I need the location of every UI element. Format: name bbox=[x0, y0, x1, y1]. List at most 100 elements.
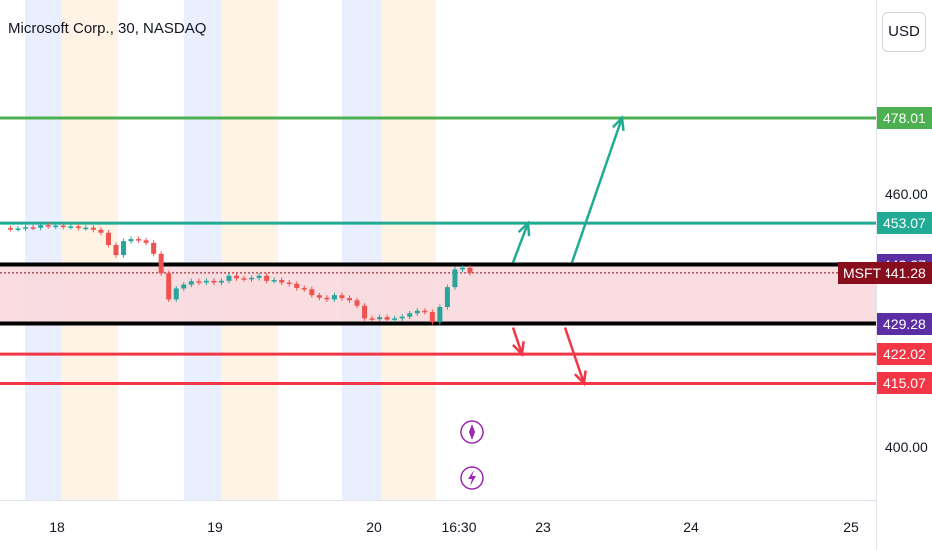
arrow-head bbox=[512, 341, 525, 357]
x-tick-label: 24 bbox=[683, 519, 699, 535]
candle-body bbox=[181, 284, 187, 289]
y-tick-label: 400.00 bbox=[885, 439, 928, 455]
diamond-icon bbox=[469, 424, 475, 440]
candle-body bbox=[30, 227, 36, 229]
x-tick-label: 25 bbox=[843, 519, 859, 535]
candle-body bbox=[279, 279, 285, 283]
candle-body bbox=[467, 267, 473, 273]
candle-body bbox=[414, 310, 420, 314]
candle-body bbox=[75, 226, 81, 229]
candle-body bbox=[196, 281, 202, 283]
candle-body bbox=[60, 225, 66, 228]
candle-body bbox=[218, 280, 224, 283]
session-band bbox=[342, 0, 382, 500]
candle-body bbox=[226, 275, 232, 281]
candle-body bbox=[53, 225, 59, 228]
candle-body bbox=[399, 316, 405, 319]
candle-body bbox=[437, 306, 443, 323]
time-axis-divider bbox=[0, 500, 877, 501]
candle-body bbox=[384, 317, 390, 320]
session-band bbox=[25, 0, 62, 500]
symbol-tag: MSFT bbox=[838, 261, 887, 284]
candle-body bbox=[444, 287, 450, 307]
currency-button[interactable]: USD bbox=[882, 12, 926, 52]
candle-body bbox=[309, 289, 315, 296]
session-band bbox=[62, 0, 118, 500]
candle-body bbox=[429, 312, 435, 323]
candle-body bbox=[271, 279, 277, 282]
x-tick-label: 23 bbox=[535, 519, 551, 535]
candle-body bbox=[301, 288, 307, 290]
candle-body bbox=[249, 277, 255, 280]
candle-body bbox=[143, 240, 149, 243]
candle-body bbox=[173, 288, 179, 300]
time-axis[interactable]: 18 19 20 16:30 23 24 25 bbox=[0, 500, 877, 550]
candle-body bbox=[392, 318, 398, 320]
candle-body bbox=[241, 278, 247, 280]
candle-body bbox=[113, 244, 119, 256]
candle-body bbox=[90, 227, 96, 230]
price-tag: 441.28 bbox=[877, 261, 932, 284]
candle-body bbox=[211, 280, 217, 283]
arrow-head bbox=[573, 370, 587, 387]
candle-body bbox=[354, 300, 360, 306]
candle-body bbox=[8, 228, 14, 230]
candle-body bbox=[203, 280, 209, 283]
candle-body bbox=[128, 239, 134, 242]
candle-body bbox=[316, 295, 322, 298]
x-tick-label: 18 bbox=[49, 519, 65, 535]
candle-body bbox=[68, 226, 74, 228]
candle-body bbox=[166, 273, 172, 300]
price-tag: 453.07 bbox=[877, 212, 932, 235]
candle-body bbox=[98, 229, 104, 233]
arrow-head bbox=[611, 115, 625, 132]
candle-body bbox=[452, 269, 458, 288]
candle-body bbox=[23, 227, 29, 229]
candle-body bbox=[15, 228, 21, 231]
candle-body bbox=[45, 225, 51, 227]
candle-body bbox=[369, 318, 375, 320]
price-chart[interactable] bbox=[0, 0, 877, 500]
session-band bbox=[184, 0, 222, 500]
candle-body bbox=[377, 317, 383, 320]
lightning-icon bbox=[468, 470, 476, 486]
price-axis[interactable]: 460.00 400.00 bbox=[877, 0, 932, 550]
session-band bbox=[382, 0, 436, 500]
candle-body bbox=[422, 310, 428, 313]
candle-body bbox=[339, 295, 345, 299]
x-tick-label: 20 bbox=[366, 519, 382, 535]
target-arrow-down bbox=[511, 327, 524, 355]
target-arrow-down bbox=[563, 327, 586, 384]
price-tag: 429.28 bbox=[877, 312, 932, 335]
candle-body bbox=[136, 239, 142, 241]
candle-body bbox=[346, 298, 352, 301]
candle-body bbox=[38, 225, 44, 228]
x-tick-label: 19 bbox=[207, 519, 223, 535]
arrow-head bbox=[517, 220, 531, 237]
candle-body bbox=[264, 275, 270, 281]
candle-body bbox=[256, 275, 262, 278]
candle-body bbox=[286, 282, 292, 285]
candle-body bbox=[294, 283, 300, 289]
candle-body bbox=[362, 305, 368, 319]
candle-body bbox=[234, 275, 239, 279]
target-arrow-up bbox=[570, 117, 624, 263]
candle-body bbox=[158, 253, 164, 274]
candle-body bbox=[83, 227, 89, 230]
candle-body bbox=[121, 241, 127, 256]
candle-body bbox=[151, 242, 157, 254]
y-tick-label: 460.00 bbox=[885, 186, 928, 202]
chart-title: Microsoft Corp., 30, NASDAQ bbox=[8, 20, 207, 37]
candle-body bbox=[105, 232, 111, 245]
price-tag: 415.07 bbox=[877, 372, 932, 395]
candle-body bbox=[331, 295, 337, 300]
x-tick-label: 16:30 bbox=[441, 519, 476, 535]
target-arrow-up bbox=[511, 222, 530, 263]
candle-body bbox=[407, 313, 413, 317]
price-tag: 422.02 bbox=[877, 343, 932, 366]
candle-body bbox=[459, 267, 465, 270]
price-tag: 478.01 bbox=[877, 107, 932, 129]
candle-body bbox=[324, 297, 330, 300]
session-band bbox=[222, 0, 278, 500]
